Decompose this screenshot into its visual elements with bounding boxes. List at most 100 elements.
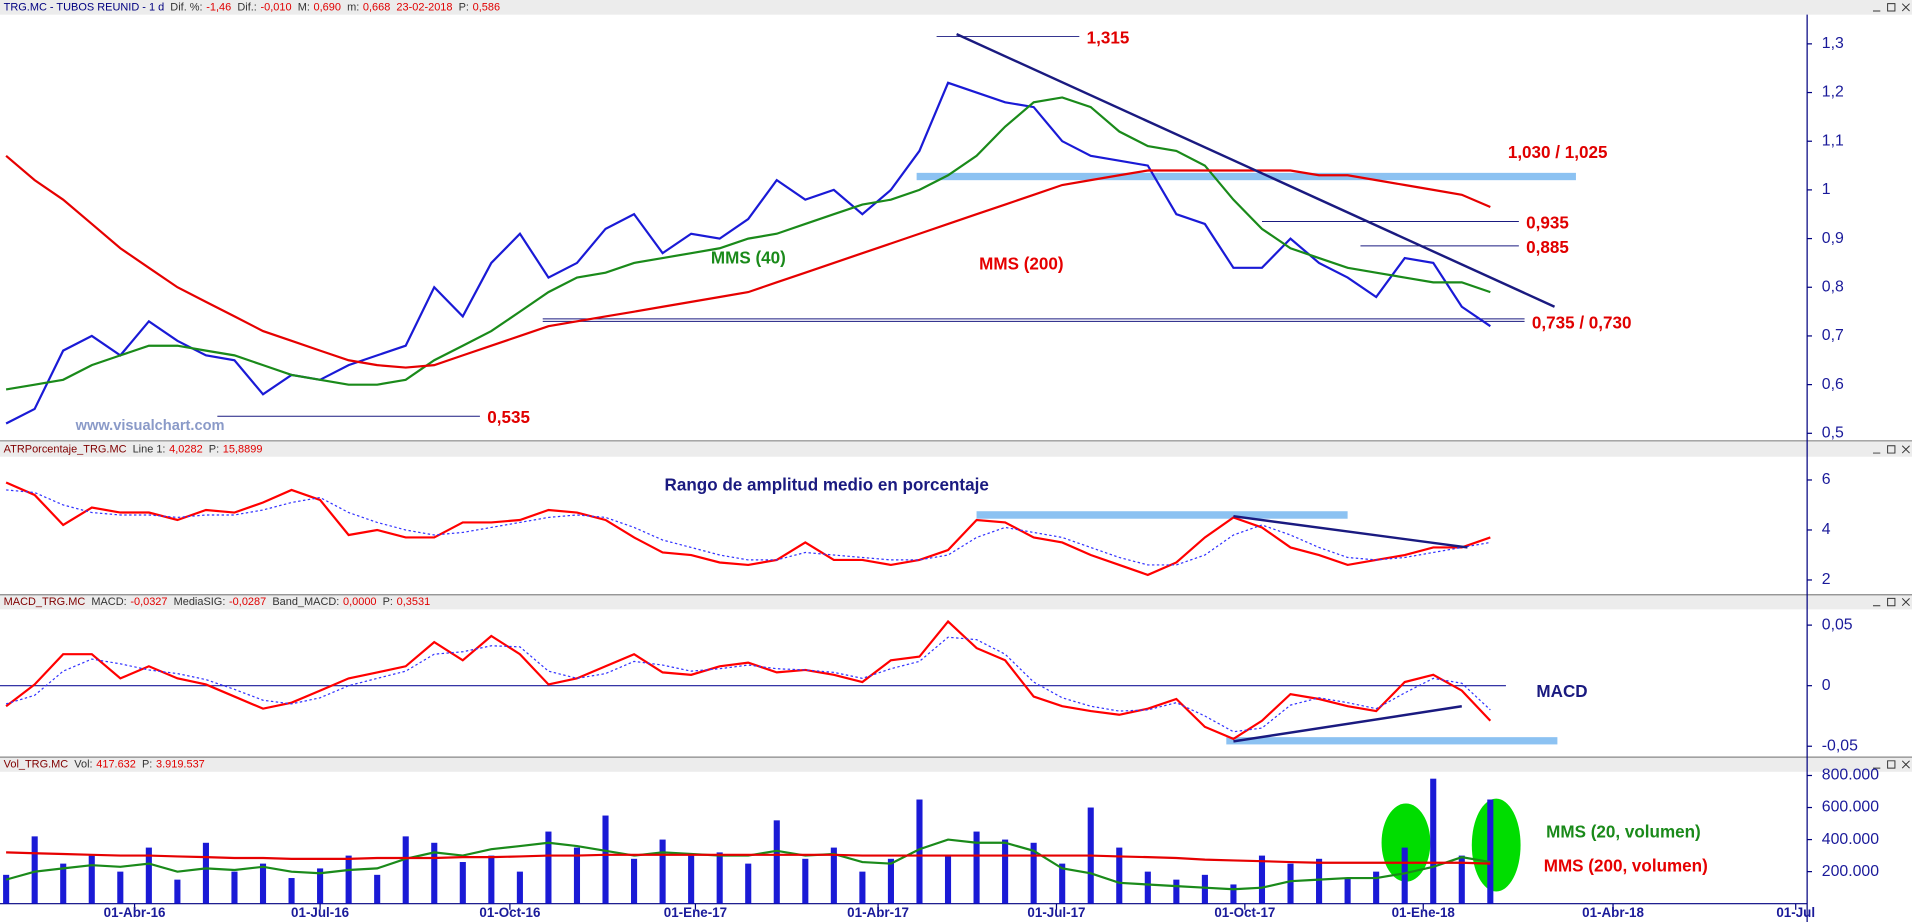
y-tick-label: 400.000 xyxy=(1822,831,1879,848)
annotation: Rango de amplitud medio en porcentaje xyxy=(665,476,989,495)
y-tick-label: 1,3 xyxy=(1822,35,1844,52)
y-tick-label: 800.000 xyxy=(1822,767,1879,784)
volume-bar xyxy=(859,871,866,904)
header-field-label: MediaSIG: xyxy=(174,596,226,608)
volume-bar xyxy=(887,858,894,904)
window-buttons[interactable] xyxy=(1872,3,1910,769)
window-buttons-vol[interactable] xyxy=(1872,760,1910,769)
volume-bar xyxy=(88,855,95,904)
volume-bar xyxy=(1173,879,1180,904)
volume-bar xyxy=(1458,855,1465,904)
volume-bar xyxy=(459,862,466,904)
price-line xyxy=(6,489,1491,566)
chart-ma200-label: MMS (200) xyxy=(979,255,1063,274)
header-field-value: 0,586 xyxy=(473,1,500,13)
volume-bar xyxy=(145,847,152,904)
band xyxy=(976,511,1348,519)
volume-bar xyxy=(688,855,695,904)
series-line xyxy=(6,851,1491,865)
vol-ma200-label: MMS (200, volumen) xyxy=(1544,857,1708,876)
header-field-label: P: xyxy=(459,1,469,13)
watermark: www.visualchart.com xyxy=(75,418,225,434)
window-buttons-atr[interactable] xyxy=(1872,445,1910,454)
y-tick-label: 0,8 xyxy=(1822,278,1844,295)
highlight-ellipse xyxy=(1471,798,1521,892)
volume-bar xyxy=(745,863,752,904)
chart-ma40-label: MMS (40) xyxy=(711,248,786,267)
volume-bar xyxy=(631,858,638,904)
level-label: 0,935 xyxy=(1526,213,1569,232)
volume-bar xyxy=(402,836,409,904)
y-tick-label: 200.000 xyxy=(1822,863,1879,880)
y-tick-label: 0,9 xyxy=(1822,230,1844,247)
y-tick-label: 1,1 xyxy=(1822,132,1844,149)
volume-bar xyxy=(573,847,581,904)
volume-bar xyxy=(259,863,267,904)
trend-line xyxy=(1233,515,1468,549)
x-tick-label: 01-Jul xyxy=(1776,905,1815,920)
x-tick-label: 01-Oct-17 xyxy=(1214,905,1275,920)
volume-bar xyxy=(231,871,238,904)
volume-bar xyxy=(1144,871,1151,904)
volume-bar xyxy=(716,852,723,904)
header-field-label: P: xyxy=(209,443,219,455)
volume-bar xyxy=(659,839,666,904)
window-buttons-main[interactable] xyxy=(1872,3,1910,12)
header-bar xyxy=(0,594,1912,610)
volume-bar xyxy=(1002,839,1009,904)
vol-ma20-label: MMS (20, volumen) xyxy=(1546,822,1701,841)
panel-header: Vol_TRG.MC Vol: 417.632 P: 3.919.537 xyxy=(4,758,205,770)
volume-bar xyxy=(31,836,38,904)
x-tick-label: 01-Ene-17 xyxy=(664,905,727,920)
header-field-label: MACD: xyxy=(91,596,126,608)
y-tick-label: 1 xyxy=(1822,181,1831,198)
volume-bar xyxy=(1230,884,1237,904)
header-bar xyxy=(0,442,1912,457)
volume-bar xyxy=(1316,858,1323,904)
x-tick-label: 01-Ene-18 xyxy=(1392,905,1456,920)
y-tick-label: 0,5 xyxy=(1822,424,1844,441)
y-tick-label: 0,05 xyxy=(1822,616,1853,633)
header-field-value: 0,668 xyxy=(363,1,390,13)
volume-bar xyxy=(830,847,837,904)
y-tick-label: 1,2 xyxy=(1822,84,1844,101)
header-field-value: 0,3531 xyxy=(397,596,431,608)
volume-bar xyxy=(1287,863,1294,904)
header-field-value: 0,690 xyxy=(314,1,341,13)
volume-bar xyxy=(1373,871,1380,904)
window-buttons-macd[interactable] xyxy=(1872,597,1910,607)
volume-bar xyxy=(374,874,381,904)
band xyxy=(1226,737,1558,745)
level-label: 1,315 xyxy=(1087,29,1130,48)
panel-header: MACD_TRG.MC MACD: -0,0327 MediaSIG: -0,0287 B… xyxy=(4,596,431,608)
volume-bar xyxy=(202,842,209,904)
header-field-label: Vol: xyxy=(74,758,92,770)
plot-area xyxy=(5,481,1491,577)
header-field-value: -0,010 xyxy=(261,1,292,13)
series-line xyxy=(5,154,1491,369)
header-field-value: 23-02-2018 xyxy=(396,1,452,13)
panel-header: ATRPorcentaje_TRG.MC Line 1: 4,0282 P: 15,88… xyxy=(4,443,263,455)
trend-line xyxy=(956,33,1556,308)
header-field-value: -0,0287 xyxy=(229,596,266,608)
volume-bar xyxy=(545,831,552,904)
header-bar xyxy=(0,757,1912,772)
volume-bar xyxy=(1201,874,1208,904)
y-tick-label: 6 xyxy=(1822,471,1831,488)
volume-bar xyxy=(317,868,324,904)
level-band xyxy=(916,172,1576,181)
x-tick-label: 01-Abr-16 xyxy=(104,905,166,920)
volume-bar xyxy=(1401,847,1408,904)
header-title: TRG.MC - TUBOS REUNID - 1 d xyxy=(4,1,165,13)
volume-bar xyxy=(1030,842,1037,904)
plot-area xyxy=(3,778,1494,904)
trend-line xyxy=(1233,705,1462,743)
header-field-value: -0,0327 xyxy=(130,596,167,608)
volume-bar xyxy=(1344,878,1351,904)
volume-bar xyxy=(916,799,923,904)
header-field-label: Band_MACD: xyxy=(272,596,339,608)
volume-bar xyxy=(3,874,10,904)
header-field-value: 0,0000 xyxy=(343,596,377,608)
level-label: 1,030 / 1,025 xyxy=(1508,143,1608,162)
